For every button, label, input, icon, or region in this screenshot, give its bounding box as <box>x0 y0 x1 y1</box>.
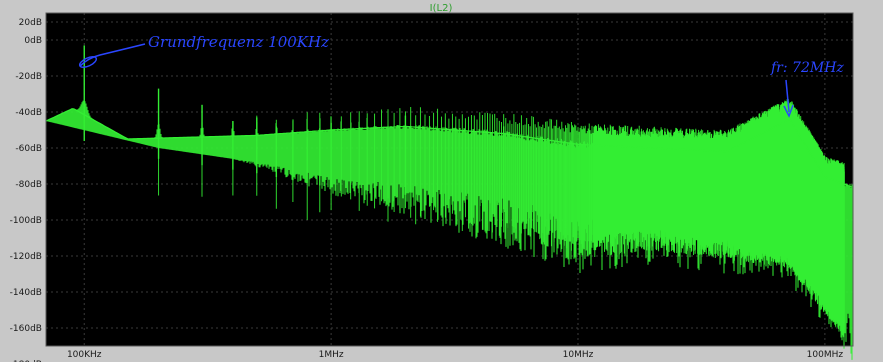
resonance-arrow-head <box>783 104 794 118</box>
spectrum-envelope-line <box>45 108 853 188</box>
y-tick-label: -100dB <box>10 216 42 226</box>
y-tick-label: -180dB <box>10 360 42 362</box>
y-tick-label: 20dB <box>19 18 42 28</box>
resonance-arrow <box>785 79 790 113</box>
chart-title: I(L2) <box>430 3 453 14</box>
resonance-annotation: fr: 72MHz <box>770 60 844 76</box>
y-tick-label: -140dB <box>10 288 42 298</box>
x-tick-label: 10MHz <box>563 350 594 360</box>
y-tick-label: -80dB <box>15 180 42 190</box>
y-tick-label: 0dB <box>24 36 42 46</box>
y-tick-label: -160dB <box>10 324 42 334</box>
y-tick-label: -60dB <box>15 144 42 154</box>
harmonic-spikes <box>158 99 845 338</box>
fundamental-annotation-loop <box>78 56 98 68</box>
axes: 20dB 0dB -20dB -40dB -60dB -80dB -100dB -120dB -… <box>10 12 854 362</box>
annotations: Grundfrequenz 100KHz fr: 72MHz <box>78 33 844 118</box>
x-tick-label: 100KHz <box>67 350 102 360</box>
spectrum-trace <box>45 45 854 360</box>
x-tick-label: 1MHz <box>319 350 344 360</box>
y-tick-label: -120dB <box>10 252 42 262</box>
fundamental-annotation: Grundfrequenz 100KHz <box>148 33 329 51</box>
fundamental-annotation-stroke <box>79 43 146 67</box>
plot-border <box>45 12 854 347</box>
x-tick-label: 100MHz <box>807 350 844 360</box>
y-tick-label: -20dB <box>15 72 42 82</box>
y-tick-label: -40dB <box>15 108 42 118</box>
